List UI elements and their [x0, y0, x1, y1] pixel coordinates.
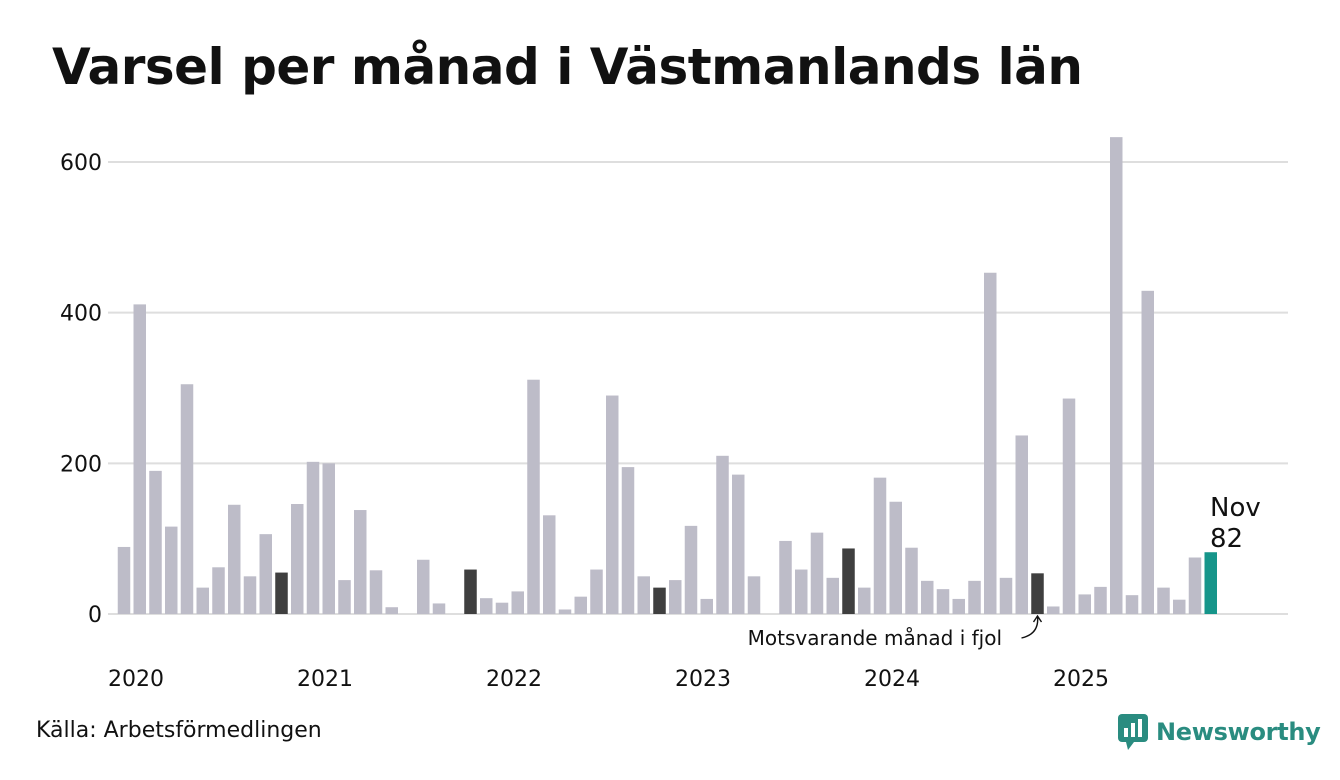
annotation-text: Motsvarande månad i fjol — [748, 626, 1002, 650]
bar-2022-08 — [606, 395, 619, 614]
bar-2022-01 — [495, 602, 509, 614]
bar-2021-11 — [464, 569, 477, 614]
bar-2020-07 — [212, 567, 225, 614]
bar-2024-06 — [952, 598, 965, 614]
bar-2024-02 — [889, 501, 902, 614]
bars — [117, 137, 1217, 614]
bar-2024-12 — [1047, 606, 1060, 614]
bar-2020-11 — [275, 572, 288, 614]
x-tick-label: 2020 — [108, 667, 164, 692]
gridlines — [108, 161, 1288, 615]
bar-2025-01 — [1062, 398, 1076, 614]
bar-2024-08 — [984, 272, 997, 614]
source-note: Källa: Arbetsförmedlingen — [36, 718, 322, 743]
y-tick-label: 200 — [60, 452, 102, 477]
bar-2021-06 — [385, 607, 398, 614]
bar-2024-01 — [873, 477, 887, 614]
bar-2020-02 — [133, 304, 146, 614]
bar-2025-07 — [1157, 587, 1170, 614]
bar-2023-03 — [716, 455, 729, 614]
bar-2020-03 — [149, 470, 162, 614]
y-tick-label: 600 — [60, 151, 102, 176]
x-tick-label: 2025 — [1053, 667, 1109, 692]
bar-2023-07 — [779, 540, 792, 614]
x-tick-label: 2022 — [486, 667, 542, 692]
bar-2020-10 — [259, 534, 272, 614]
bar-2021-02 — [322, 463, 335, 614]
bar-2022-02 — [511, 591, 524, 614]
y-tick-label: 400 — [60, 302, 102, 327]
bar-2024-04 — [921, 580, 934, 614]
newsworthy-logo-icon — [1118, 714, 1148, 750]
bar-2025-09 — [1188, 557, 1202, 614]
bar-2024-05 — [936, 589, 950, 614]
bar-2024-03 — [905, 547, 918, 614]
bar-2023-08 — [795, 569, 808, 614]
bar-2020-01 — [117, 546, 131, 614]
bar-2025-02 — [1078, 594, 1091, 614]
bar-2022-11 — [653, 587, 666, 614]
bar-2023-11 — [842, 548, 855, 614]
bar-2020-12 — [291, 504, 304, 614]
bar-2023-09 — [810, 532, 824, 614]
bar-2021-04 — [354, 510, 367, 614]
bar-2021-09 — [432, 603, 446, 614]
bar-2023-02 — [700, 598, 713, 614]
bar-2022-10 — [637, 576, 650, 614]
bar-2023-01 — [684, 525, 698, 614]
bar-2022-12 — [669, 580, 682, 614]
bar-2025-10 — [1204, 552, 1217, 614]
bar-2020-09 — [243, 576, 257, 614]
x-tick-label: 2021 — [297, 667, 353, 692]
bar-2021-12 — [480, 598, 493, 614]
bar-2023-12 — [858, 587, 871, 614]
bar-2022-03 — [527, 379, 540, 614]
brand-name: Newsworthy — [1156, 718, 1321, 746]
x-tick-label: 2023 — [675, 667, 731, 692]
bar-2023-05 — [747, 576, 761, 614]
y-tick-label: 0 — [88, 603, 102, 628]
brand-logo: Newsworthy — [1118, 714, 1321, 750]
bar-2025-08 — [1173, 599, 1186, 614]
x-tick-label: 2024 — [864, 667, 920, 692]
bar-2024-10 — [1015, 435, 1028, 614]
last-value-label: Nov 82 — [1210, 493, 1261, 554]
bar-2020-06 — [196, 587, 209, 614]
last-month-label: Nov — [1210, 493, 1261, 523]
bar-2022-05 — [558, 609, 572, 614]
bar-2024-11 — [1031, 573, 1044, 614]
bar-2022-06 — [574, 596, 587, 614]
bar-2025-03 — [1094, 586, 1107, 614]
annotation-arrow — [1021, 614, 1043, 639]
bar-2023-10 — [826, 577, 839, 614]
bar-2020-04 — [165, 526, 178, 614]
bar-2021-08 — [417, 559, 430, 614]
bar-2024-07 — [968, 580, 981, 614]
bar-2022-04 — [543, 515, 556, 614]
chart-title: Varsel per månad i Västmanlands län — [52, 38, 1083, 96]
bar-2025-04 — [1110, 137, 1123, 614]
bar-2025-06 — [1141, 290, 1154, 614]
annotation-group: Motsvarande månad i fjol — [748, 614, 1043, 650]
bar-2021-01 — [306, 461, 320, 614]
bar-2025-05 — [1125, 595, 1139, 614]
y-axis-ticks: 0 200 400 600 — [60, 151, 102, 628]
bar-2022-09 — [621, 467, 635, 614]
bar-2023-04 — [732, 474, 745, 614]
bar-2024-09 — [999, 577, 1013, 614]
bar-2021-05 — [369, 570, 383, 614]
last-value-label-number: 82 — [1210, 524, 1243, 554]
x-axis-ticks: 2020 2021 2022 2023 2024 2025 — [108, 667, 1109, 692]
bar-2020-08 — [228, 504, 241, 614]
bar-2021-03 — [338, 580, 351, 614]
bar-2020-05 — [180, 384, 194, 614]
bar-2022-07 — [590, 569, 603, 614]
